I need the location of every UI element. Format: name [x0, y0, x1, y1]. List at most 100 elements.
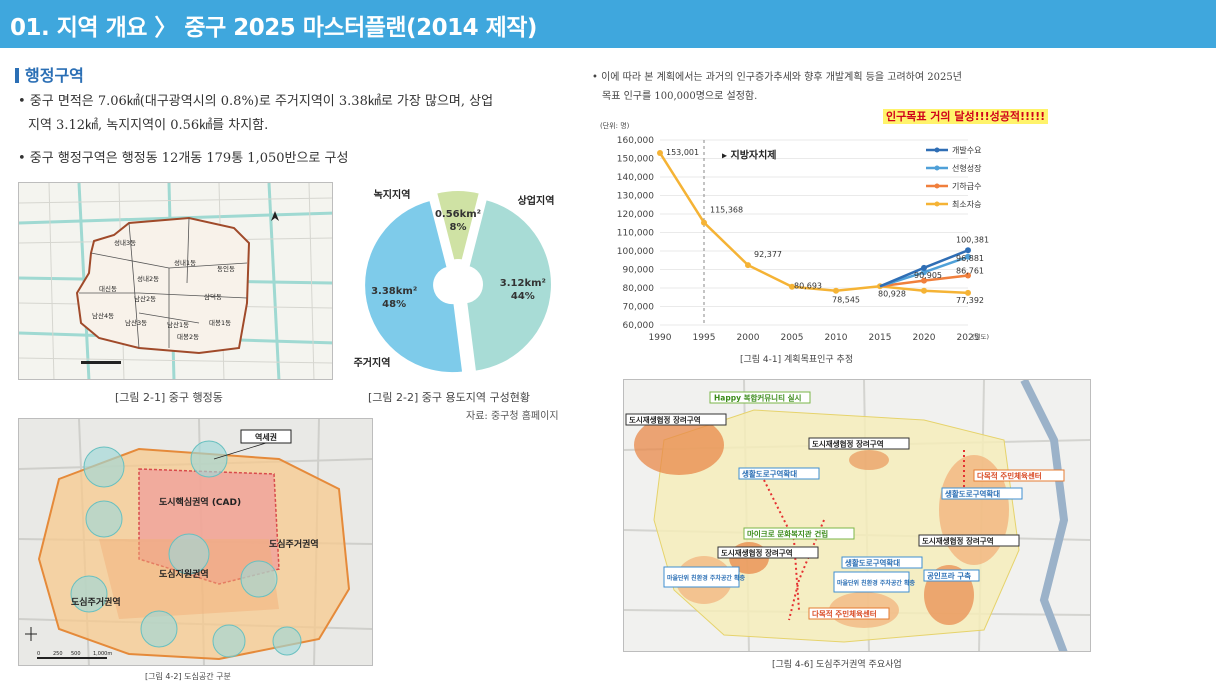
population-chart: 60,000 70,000 80,000 90,000 100,000 110,000 12… — [596, 112, 1021, 352]
pie-slice — [434, 189, 482, 262]
y-tick-label: 150,000 — [617, 155, 654, 165]
series-point — [921, 264, 927, 271]
label-gym-2: 다목적 주민체육센터 — [812, 609, 877, 619]
label-regen-2: 도시재생협정 장려구역 — [812, 439, 884, 449]
label-gym-1: 다목적 주민체육센터 — [977, 471, 1042, 481]
compass-icon — [25, 627, 37, 641]
annotation-label: ▸ 지방자치제 — [722, 149, 777, 162]
fig-projects-caption: [그림 4-6] 도심주거권역 주요사업 — [772, 660, 902, 670]
y-tick-label: 160,000 — [617, 136, 654, 146]
pie-slice — [465, 197, 553, 373]
base-series-point — [701, 219, 707, 226]
legend-marker — [934, 183, 940, 189]
dong-label: 대신동 — [99, 284, 117, 293]
page-title: 01. 지역 개요 〉 중구 2025 마스터플랜(2014 제작) — [10, 15, 537, 41]
x-tick-label: 1990 — [649, 333, 672, 343]
series-end-label: 96,881 — [956, 254, 984, 263]
fig-admin-map-caption: [그림 2-1] 중구 행정동 — [115, 391, 223, 404]
landuse-pie-svg: 0.56km² 8% 3.12km² 44% 3.38km² 48% 녹지지역 상업지역주거지… — [354, 188, 554, 375]
x-unit-label: (년도) — [972, 332, 989, 341]
y-unit-label: (단위: 명) — [600, 121, 630, 130]
bullet-area: • 중구 면적은 7.06㎢(대구광역시의 0.8%)로 주거지역이 3.38㎢… — [18, 90, 578, 138]
base-data-label: 80,928 — [878, 289, 906, 298]
dong-label: 성내3동 — [114, 238, 136, 247]
series-point — [965, 289, 971, 296]
base-data-label: 80,693 — [794, 282, 822, 291]
admin-map: 성내3동 성내1동 동인동 성내2동 대신동 남산2동 삼덕동 남산4동 남산3… — [18, 182, 333, 380]
section-marker — [15, 68, 19, 83]
label-road-1: 생활도로구역확대 — [742, 469, 797, 479]
legend-marker — [934, 147, 940, 153]
header-bar: 01. 지역 개요 〉 중구 2025 마스터플랜(2014 제작) — [0, 0, 1216, 48]
right-bullet: • 이에 따라 본 계획에서는 과거의 인구증가추세와 향후 개발계획 등을 고… — [592, 68, 1192, 106]
zone-label-residential-east: 도심주거권역 — [269, 538, 319, 550]
y-tick-label: 70,000 — [623, 303, 655, 313]
x-tick-label: 2015 — [869, 333, 892, 343]
fig-landuse-source: 자료: 중구청 홈페이지 — [466, 411, 559, 422]
pie-slice-area-label: 0.56km² — [435, 209, 481, 220]
y-tick-label: 110,000 — [617, 229, 654, 239]
fig-landuse-caption: [그림 2-2] 중구 용도지역 구성현황 — [368, 391, 530, 404]
bullet-admin: • 중구 행정구역은 행정동 12개동 179통 1,050반으로 구성 — [18, 147, 578, 171]
series-point — [965, 253, 971, 260]
pie-category-label: 주거지역 — [354, 356, 391, 369]
x-tick-label: 2000 — [737, 333, 760, 343]
base-data-label: 92,377 — [754, 250, 782, 259]
legend-marker — [934, 201, 940, 207]
dong-label: 남산3동 — [125, 318, 147, 327]
dong-label: 성내1동 — [174, 258, 196, 267]
base-series-point — [833, 287, 839, 294]
fig-population-caption: [그림 4-1] 계획목표인구 추정 — [740, 355, 854, 365]
label-regen-1: 도시재생협정 장려구역 — [629, 415, 701, 425]
legend-label: 선형성장 — [952, 163, 982, 173]
pie-slice-pct-label: 8% — [450, 222, 467, 233]
projects-map-svg: Happy 복합커뮤니티 실시 도시재생협정 장려구역 도시재생협정 장려구역 … — [624, 380, 1090, 651]
base-series-point — [657, 149, 663, 156]
population-chart-svg: 60,000 70,000 80,000 90,000 100,000 110,000 12… — [600, 121, 989, 343]
pie-slice-area-label: 3.38km² — [371, 286, 417, 297]
series-point — [921, 287, 927, 294]
x-tick-label: 2025 — [957, 333, 980, 343]
y-tick-label: 120,000 — [617, 210, 654, 220]
label-regen-4: 도시재생협정 장려구역 — [922, 536, 994, 546]
x-tick-label: 1995 — [693, 333, 716, 343]
base-series-point — [745, 262, 751, 269]
label-happy: Happy 복합커뮤니티 실시 — [714, 393, 801, 403]
x-tick-label: 2005 — [781, 333, 804, 343]
pie-slice — [363, 198, 465, 375]
series-end-label: 86,761 — [956, 266, 984, 275]
label-regen-3: 도시재생협정 장려구역 — [721, 548, 793, 558]
y-tick-label: 100,000 — [617, 247, 654, 257]
y-tick-label: 60,000 — [623, 321, 655, 331]
y-tick-label: 130,000 — [617, 192, 654, 202]
north-arrow-icon — [271, 211, 279, 221]
scale-bar-icon — [81, 361, 121, 364]
dong-label: 남산4동 — [92, 311, 114, 320]
right-bullet-line1: • 이에 따라 본 계획에서는 과거의 인구증가추세와 향후 개발계획 등을 고… — [592, 72, 962, 83]
label-micro: 마이크로 문화복지관 건립 — [747, 529, 828, 539]
label-road-3: 생활도로구역확대 — [845, 558, 900, 568]
section-title-text: 행정구역 — [25, 66, 84, 85]
series-point — [921, 277, 927, 284]
y-tick-label: 90,000 — [623, 266, 655, 276]
zone-label-residential-west: 도심주거권역 — [71, 596, 121, 608]
base-data-label: 78,545 — [832, 296, 860, 305]
bullet-area-line1: • 중구 면적은 7.06㎢(대구광역시의 0.8%)로 주거지역이 3.38㎢… — [18, 94, 494, 109]
legend-marker — [934, 165, 940, 171]
legend-label: 기하급수 — [952, 181, 981, 191]
pie-category-label: 녹지지역 — [374, 188, 411, 201]
series-point — [965, 272, 971, 279]
scale-label: 0 — [37, 651, 40, 657]
scale-label: 1,000m — [93, 651, 112, 657]
downtown-map-svg: 역세권 도시핵심권역 (CAD) 도심주거권역 도심지원권역 도심주거권역 0 … — [19, 419, 372, 665]
admin-map-svg: 성내3동 성내1동 동인동 성내2동 대신동 남산2동 삼덕동 남산4동 남산3… — [19, 183, 332, 379]
fig-downtown-caption: [그림 4-2] 도심공간 구분 — [145, 672, 231, 681]
base-series-line — [658, 152, 881, 292]
dong-label: 대봉1동 — [209, 319, 231, 327]
bullet-area-line2: 지역 3.12㎢, 녹지지역이 0.56㎢를 차지함. — [28, 118, 269, 133]
station-label: 역세권 — [255, 432, 277, 442]
downtown-map: 역세권 도시핵심권역 (CAD) 도심주거권역 도심지원권역 도심주거권역 0 … — [18, 418, 373, 666]
highlight-note: 인구목표 거의 달성!!!성공적!!!!! — [883, 109, 1049, 124]
dong-label: 동인동 — [217, 264, 235, 273]
scale-label: 250 — [53, 651, 63, 657]
